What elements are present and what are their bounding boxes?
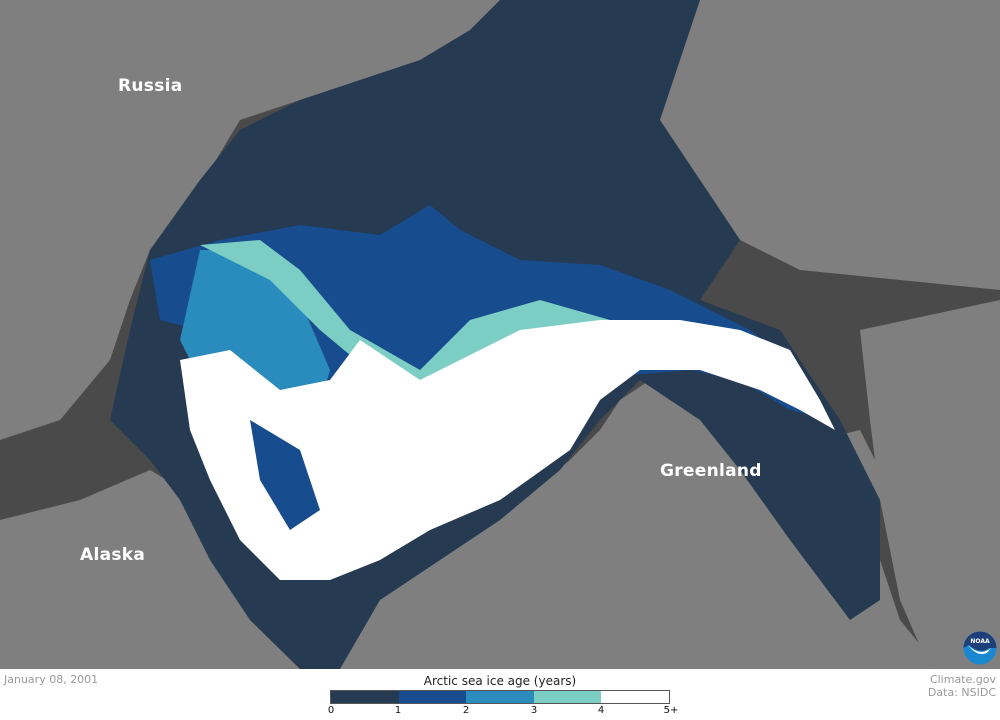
legend-swatch-4-5 (601, 691, 669, 703)
greenland-east (860, 300, 1000, 669)
ice-age-1-2-patch (250, 420, 320, 530)
legend-swatch-1-2 (398, 691, 467, 703)
legend-tick: 5+ (663, 705, 679, 716)
credit: Climate.gov Data: NSIDC (928, 673, 996, 699)
sea-ice-age-map (0, 0, 1000, 669)
svg-text:NOAA: NOAA (970, 638, 990, 645)
legend-swatch-2-3 (466, 691, 534, 703)
noaa-logo: NOAA (963, 631, 997, 665)
legend-swatch-3-4 (533, 691, 602, 703)
ice-age-5plus (180, 320, 835, 580)
credit-data: Data: NSIDC (927, 686, 996, 699)
alaska-land (0, 470, 330, 669)
scandinavia-land (640, 0, 1000, 290)
legend-swatch-0-1 (331, 691, 399, 703)
sea-ice (110, 0, 880, 669)
legend-color-bar (330, 690, 670, 704)
label-greenland: Greenland (660, 461, 762, 481)
legend-tick: 4 (597, 705, 605, 716)
legend-tick: 1 (394, 705, 402, 716)
legend-tick: 2 (462, 705, 470, 716)
legend-tick: 0 (327, 705, 335, 716)
credit-source: Climate.gov (929, 673, 996, 686)
russia-land (0, 0, 500, 440)
legend-tick: 3 (530, 705, 538, 716)
legend-title: Arctic sea ice age (years) (423, 674, 577, 688)
label-alaska: Alaska (80, 545, 146, 565)
date-label: January 08, 2001 (4, 673, 99, 686)
label-russia: Russia (118, 76, 183, 96)
